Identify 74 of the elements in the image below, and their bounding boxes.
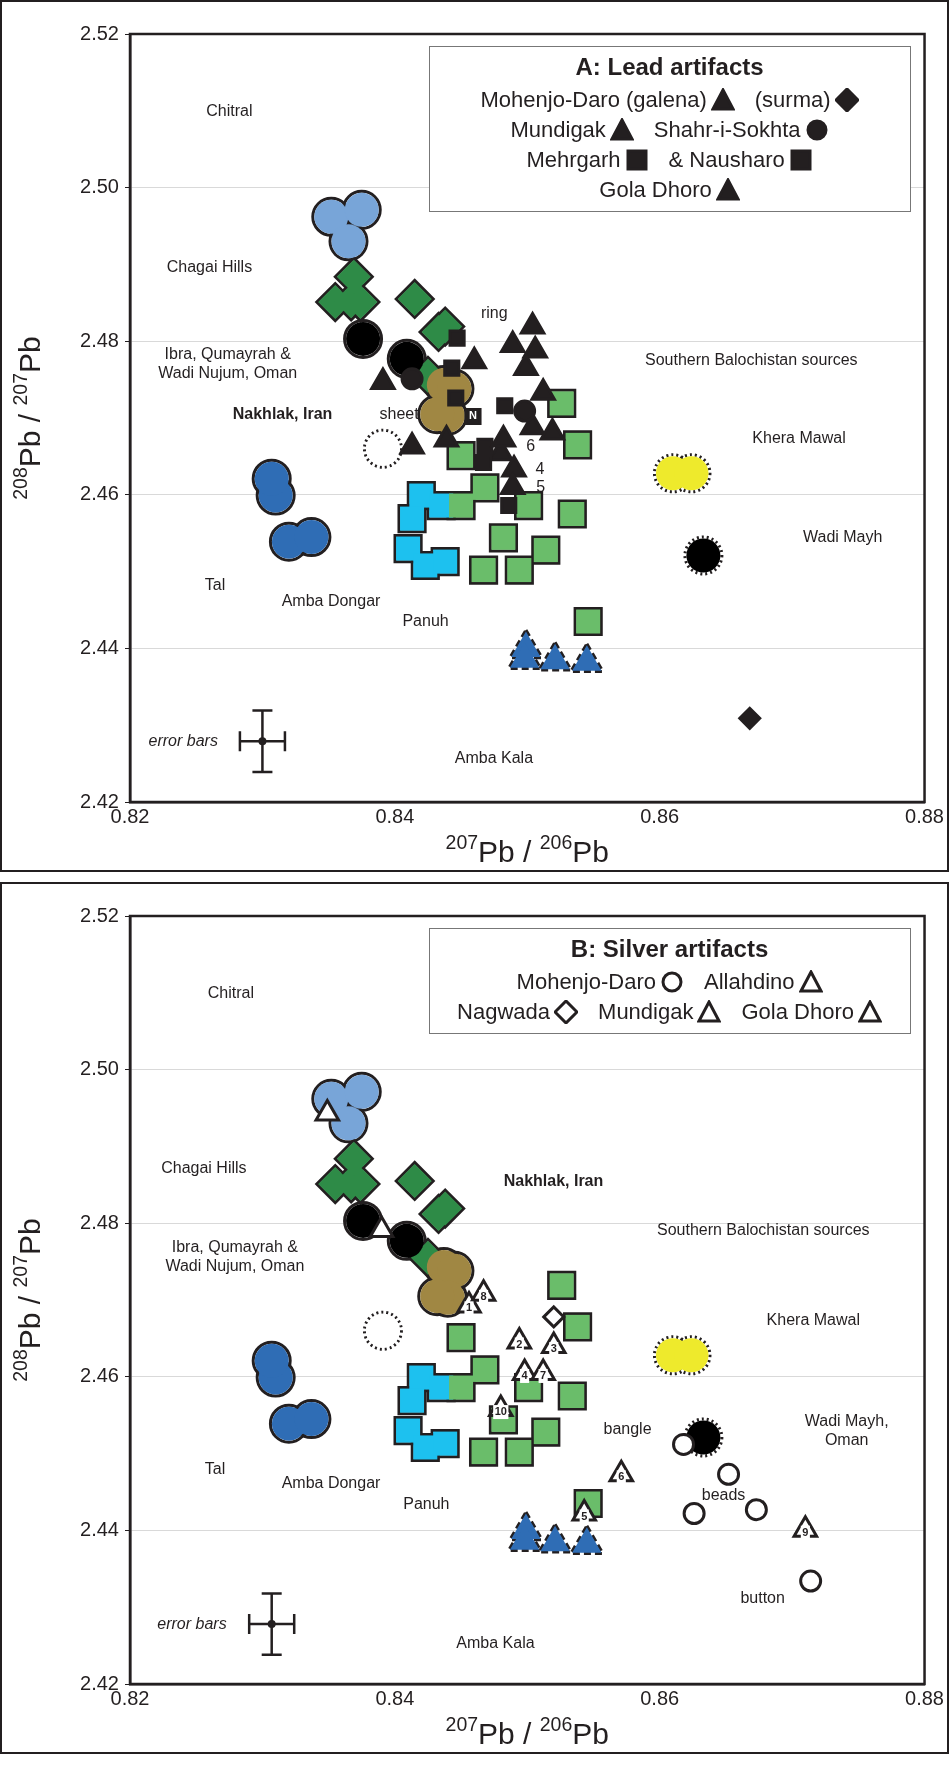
annotation: Panuh	[402, 611, 449, 629]
legend-label: Mehrgarh	[526, 147, 621, 173]
x-tick-label: 0.86	[640, 1686, 680, 1709]
annotation: Tal	[204, 1460, 226, 1478]
annotation: Nakhlak, Iran	[232, 404, 333, 422]
annotation: ring	[480, 303, 508, 321]
annotation: Southern Balochistan sources	[656, 1221, 870, 1239]
annotation: bangle	[603, 1419, 652, 1437]
annotation: sheet	[379, 404, 420, 422]
annotation: 8	[480, 1289, 487, 1302]
annotation: Nakhlak, Iran	[503, 1172, 604, 1190]
legend-label: & Nausharo	[668, 147, 785, 173]
legend-label: Shahr-i-Sokhta	[653, 117, 801, 143]
annotation: Panuh	[403, 1494, 450, 1512]
y-tick-label: 2.44	[80, 1517, 119, 1540]
annotation: Southern Balochistan sources	[645, 350, 858, 368]
legend-label: Mundigak	[598, 999, 694, 1025]
y-tick-label: 2.50	[80, 175, 119, 198]
annotation: Khera Mawal	[766, 1311, 860, 1329]
x-tick-label: 0.88	[905, 1686, 945, 1709]
x-tick-label: 0.84	[375, 804, 415, 827]
legend-label: Gola Dhoro	[599, 177, 712, 203]
annotation: 6	[618, 1470, 625, 1483]
annotation: Amba Dongar	[281, 1473, 382, 1491]
annotation: button	[740, 1589, 785, 1607]
annotation: Amba Kala	[456, 1634, 535, 1652]
y-tick-label: 2.48	[80, 328, 119, 351]
y-axis-title: 208Pb / 207Pb	[8, 1218, 47, 1382]
legend-label: Nagwada	[457, 999, 551, 1025]
x-tick-label: 0.84	[375, 1686, 415, 1709]
x-tick-label: 0.86	[640, 804, 680, 827]
legend-label: (surma)	[754, 87, 831, 113]
annotation: Ibra, Qumayrah & Wadi Nujum, Oman	[158, 345, 298, 382]
annotation: Wadi Mayh, Oman	[804, 1412, 889, 1449]
annotation: 3	[550, 1342, 557, 1355]
annotation: 7	[540, 1368, 547, 1381]
y-tick-label: 2.48	[80, 1210, 119, 1233]
annotation: error bars	[148, 731, 218, 749]
annotation: Amba Dongar	[281, 591, 382, 609]
annotation: Khera Mawal	[752, 429, 846, 447]
y-tick-label: 2.52	[80, 903, 119, 926]
annotation: 2	[516, 1337, 523, 1350]
y-tick-label: 2.52	[80, 21, 119, 44]
annotation: Tal	[204, 575, 226, 593]
annotation: N	[469, 409, 477, 422]
annotation: 6	[526, 436, 536, 454]
annotation: beads	[701, 1485, 746, 1503]
legend-label: Allahdino	[703, 969, 795, 995]
annotation: 5	[581, 1509, 588, 1522]
annotation: Chitral	[207, 983, 255, 1001]
annotation: 10	[494, 1405, 507, 1418]
y-tick-label: 2.44	[80, 635, 119, 658]
legend-label: Gola Dhoro	[741, 999, 854, 1025]
x-tick-label: 0.88	[905, 804, 945, 827]
annotation: Chitral	[206, 101, 253, 119]
annotation: 9	[802, 1525, 809, 1538]
annotation: Wadi Mayh	[802, 528, 883, 546]
legend-title: A: Lead artifacts	[574, 53, 765, 81]
y-tick-label: 2.46	[80, 482, 119, 505]
annotation: 4	[521, 1368, 529, 1381]
annotation: Chagai Hills	[166, 257, 253, 275]
y-tick-label: 2.46	[80, 1364, 119, 1387]
annotation: Amba Kala	[454, 748, 534, 766]
y-tick-label: 2.50	[80, 1057, 119, 1080]
legend-title: B: Silver artifacts	[569, 935, 770, 963]
annotation: 4	[535, 459, 545, 477]
annotation: Ibra, Qumayrah & Wadi Nujum, Oman	[165, 1237, 305, 1274]
annotation: 1	[465, 1301, 473, 1314]
legend-label: Mundigak	[510, 117, 606, 143]
annotation: Chagai Hills	[161, 1159, 247, 1177]
annotation: error bars	[157, 1614, 227, 1632]
legend-label: Mohenjo-Daro (galena)	[480, 87, 707, 113]
legend-label: Mohenjo-Daro	[516, 969, 656, 995]
y-axis-title: 208Pb / 207Pb	[8, 336, 47, 500]
